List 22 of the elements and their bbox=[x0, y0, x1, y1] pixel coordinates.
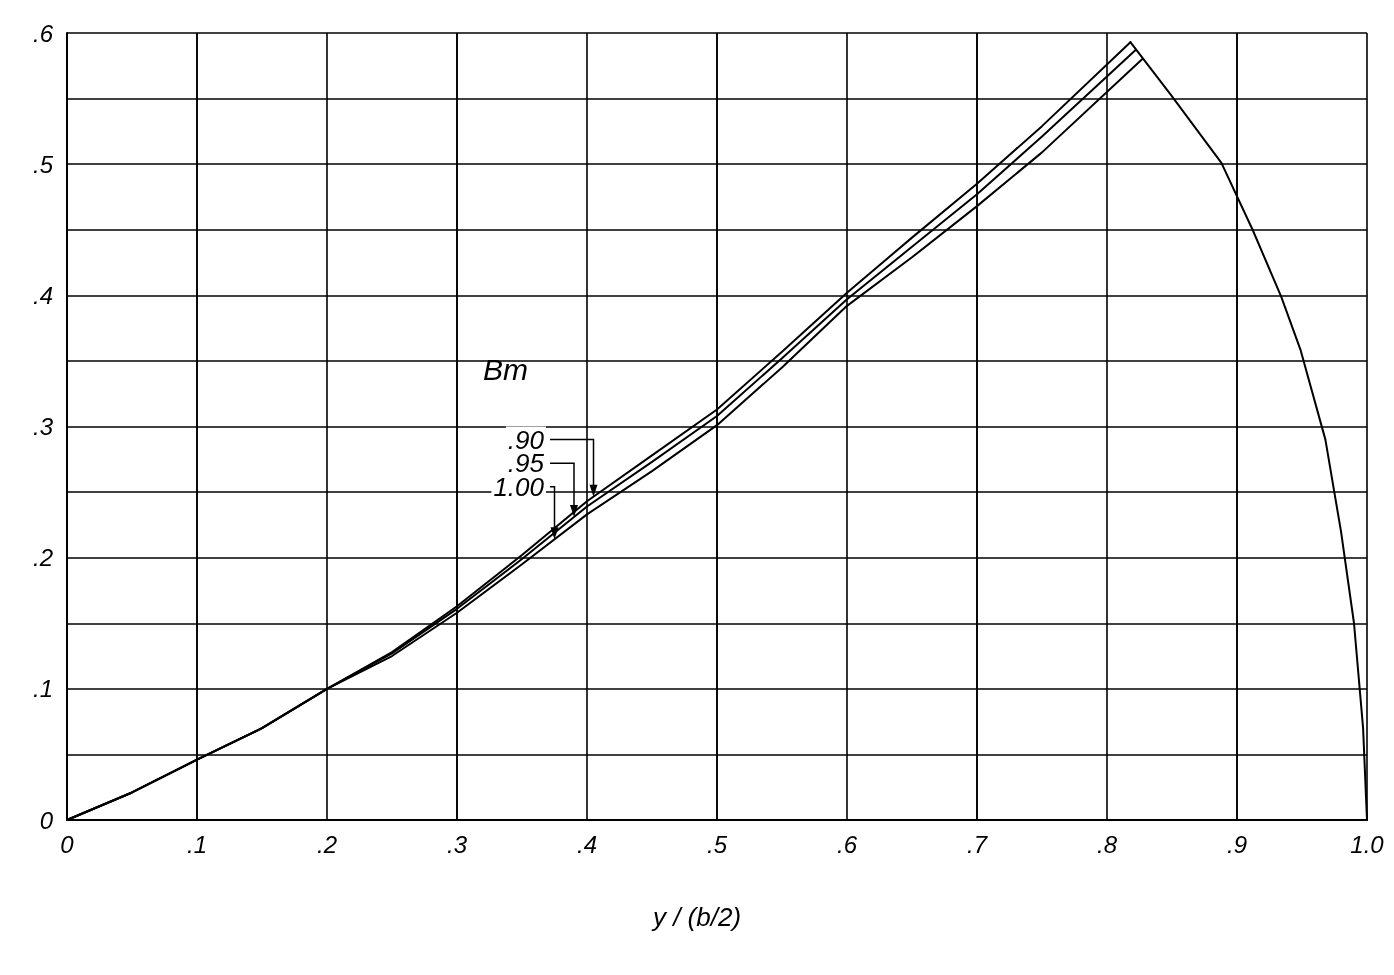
x-tick-label: .6 bbox=[836, 830, 858, 858]
x-tick-label: .5 bbox=[706, 830, 728, 858]
x-tick-label: .4 bbox=[576, 830, 598, 858]
x-tick-label: .1 bbox=[186, 830, 208, 858]
y-tick-label: .1 bbox=[32, 675, 53, 703]
x-tick-label: .7 bbox=[966, 830, 989, 858]
x-axis-title: y / (b/2) bbox=[650, 902, 742, 932]
x-tick-label: .2 bbox=[316, 830, 338, 858]
legend-label: 1.00 bbox=[493, 471, 545, 502]
y-tick-label: .5 bbox=[32, 150, 54, 178]
x-tick-label: 1.0 bbox=[1350, 830, 1385, 858]
y-tick-label: 0 bbox=[39, 806, 54, 834]
text: .90 bbox=[507, 424, 545, 455]
y-tick-label: .6 bbox=[32, 19, 54, 47]
x-tick-label: .8 bbox=[1096, 830, 1118, 858]
x-tick-label: .3 bbox=[446, 830, 468, 858]
x-tick-label: 0 bbox=[60, 830, 75, 858]
legend-title: Bm bbox=[483, 352, 528, 386]
y-tick-label: .3 bbox=[32, 413, 54, 440]
x-tick-label: .9 bbox=[1226, 830, 1248, 858]
y-tick-label: .2 bbox=[32, 544, 53, 572]
y-tick-label: .4 bbox=[32, 281, 53, 309]
